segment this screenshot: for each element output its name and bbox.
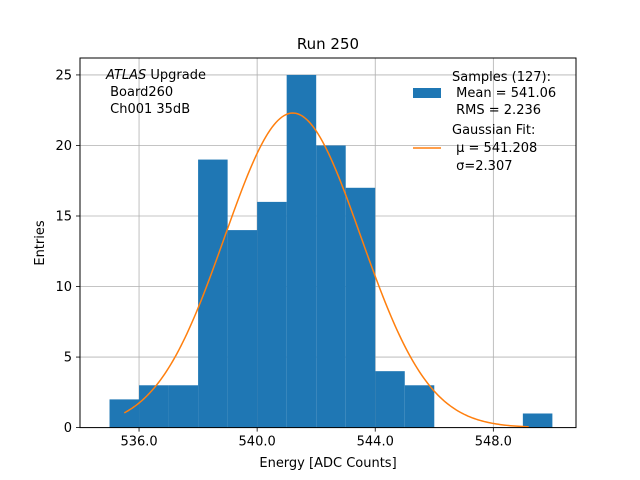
annotation-line-2: Board260 xyxy=(106,85,173,100)
legend-fit-line-1: Gaussian Fit: xyxy=(452,123,535,138)
histogram-bar xyxy=(168,385,199,428)
y-tick-label: 25 xyxy=(55,68,72,83)
plot-frame xyxy=(79,57,577,429)
annotation-rest: Upgrade xyxy=(146,68,206,83)
x-axis-label: Energy [ADC Counts] xyxy=(259,456,396,471)
legend-samples-swatch xyxy=(413,88,441,98)
y-tick-label: 20 xyxy=(55,139,72,154)
legend-samples-line-3: RMS = 2.236 xyxy=(452,103,541,118)
histogram-bar xyxy=(139,385,169,428)
x-tick-label: 548.0 xyxy=(475,435,512,450)
y-tick-label: 0 xyxy=(64,421,72,436)
histogram-bar xyxy=(316,145,346,428)
legend-fit-line-3: σ=2.307 xyxy=(452,159,512,174)
annotation-italic: ATLAS xyxy=(105,68,146,83)
legend: Samples (127): Mean = 541.06 RMS = 2.236… xyxy=(413,70,556,174)
x-tick-label: 536.0 xyxy=(120,435,157,450)
y-tick-label: 5 xyxy=(64,351,72,366)
histogram-bar xyxy=(198,159,228,428)
gaussian-fit-curve xyxy=(123,112,529,428)
y-axis-ticks: 0 5 10 15 20 25 xyxy=(55,68,80,436)
annotation-line-3: Ch001 35dB xyxy=(106,102,190,117)
histogram-bar xyxy=(286,74,317,428)
chart-title: Run 250 xyxy=(297,35,359,53)
legend-fit-line-2: μ = 541.208 xyxy=(452,141,537,156)
histogram-bar xyxy=(345,187,376,428)
legend-samples-line-2: Mean = 541.06 xyxy=(452,86,556,101)
histogram-bar xyxy=(375,371,405,428)
x-tick-label: 540.0 xyxy=(239,435,276,450)
histogram-bar xyxy=(109,399,140,428)
y-tick-label: 10 xyxy=(55,280,72,295)
histogram-bar xyxy=(227,230,258,428)
histogram-bar xyxy=(404,385,435,428)
legend-samples-line-1: Samples (127): xyxy=(452,70,551,85)
histogram-bar xyxy=(257,201,287,428)
histogram-bar xyxy=(522,413,553,428)
x-axis-ticks: 536.0 540.0 544.0 548.0 xyxy=(120,427,512,450)
x-tick-label: 544.0 xyxy=(357,435,394,450)
y-tick-label: 15 xyxy=(55,209,72,224)
gaussian-fit xyxy=(123,112,529,428)
atlas-annotation: ATLAS Upgrade Board260 Ch001 35dB xyxy=(105,68,206,117)
histogram-bars xyxy=(109,74,553,428)
y-axis-label: Entries xyxy=(33,220,48,266)
annotation-line-1: ATLAS Upgrade xyxy=(105,68,206,83)
